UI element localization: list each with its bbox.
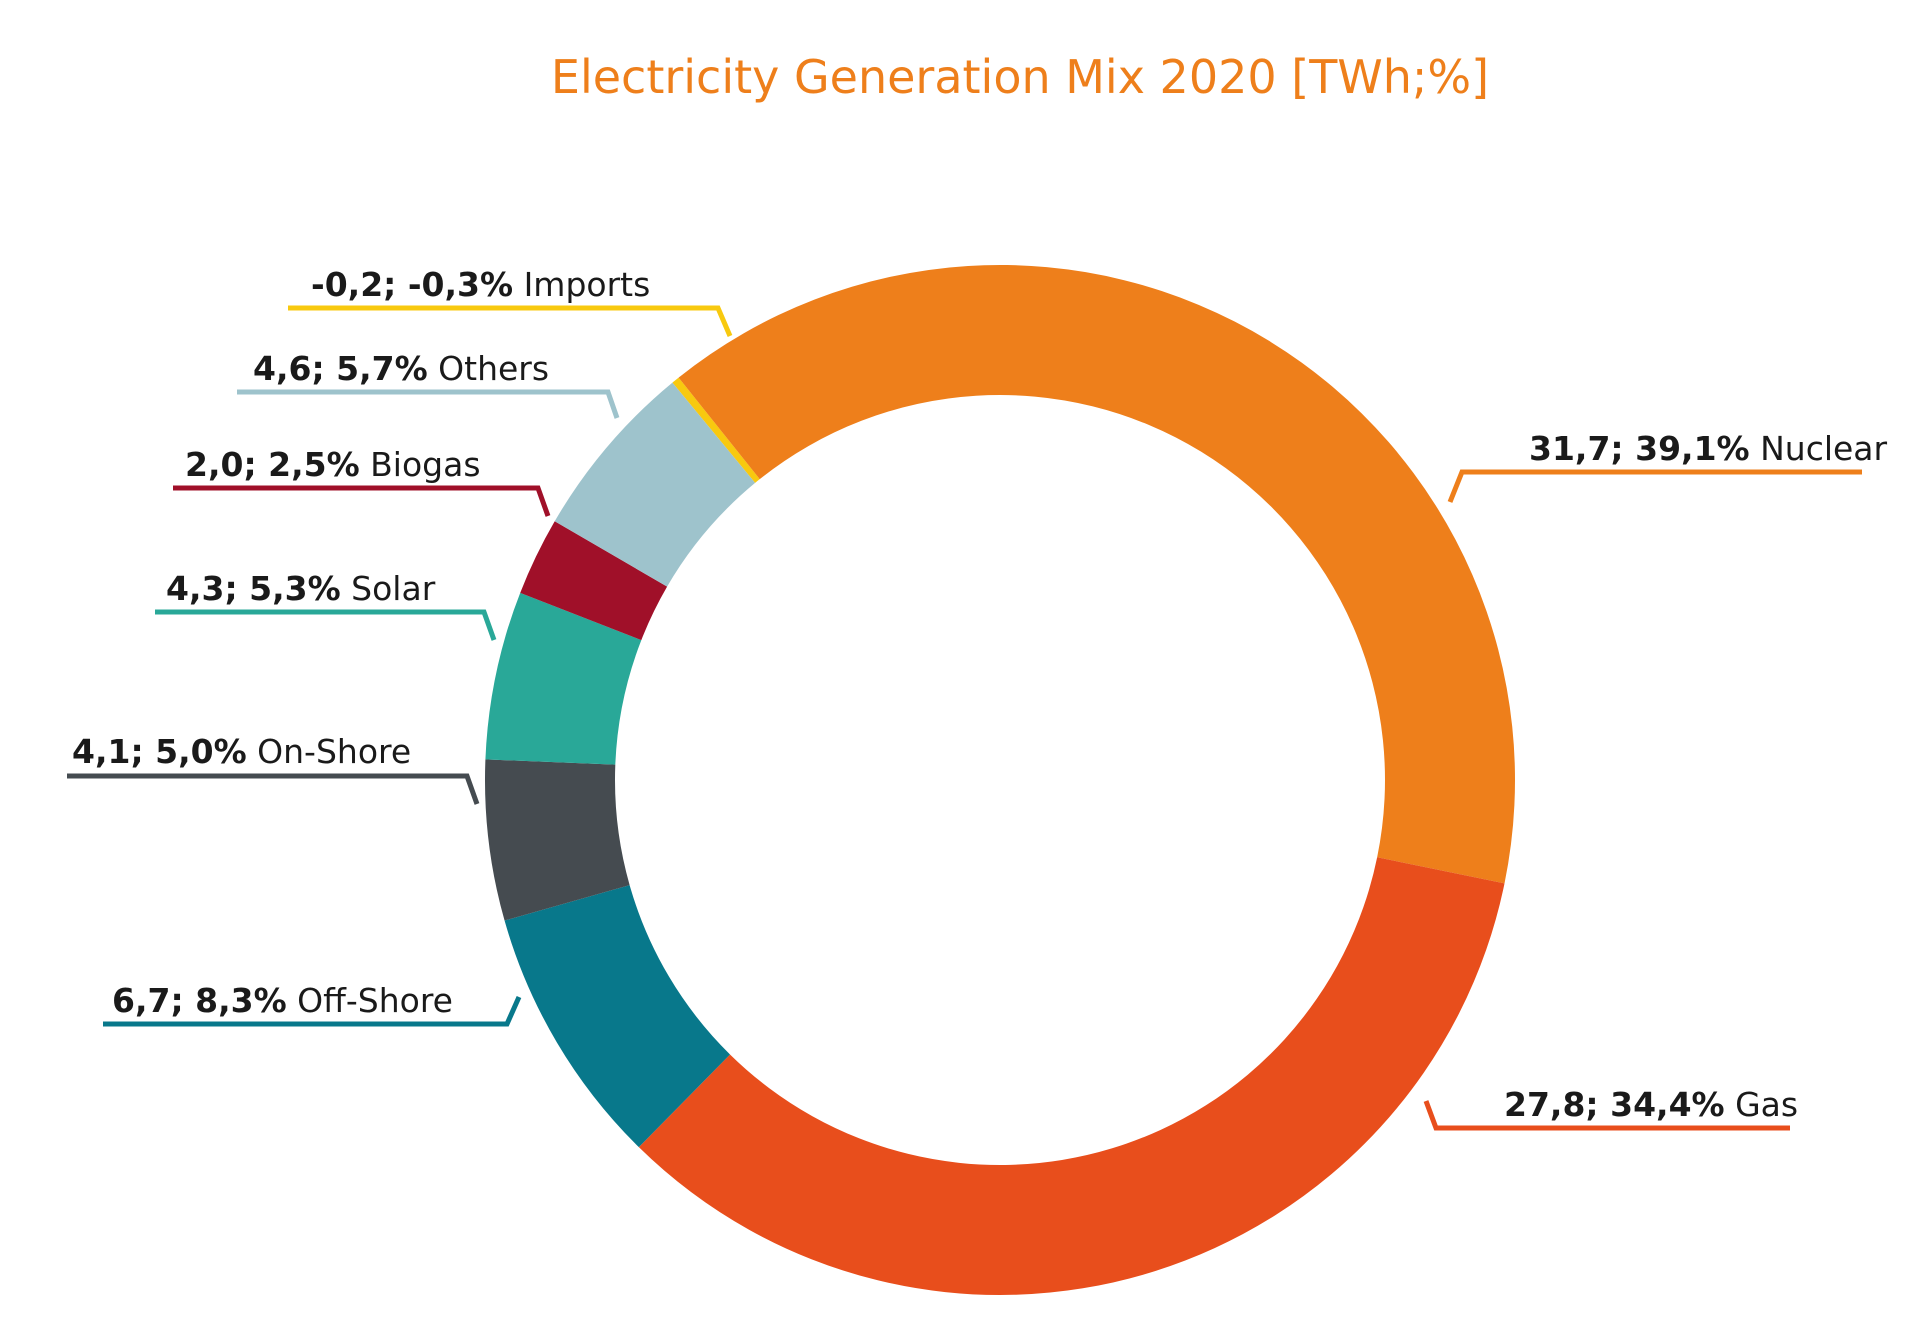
label-value-nuclear: 31,7; 39,1% — [1529, 429, 1750, 468]
label-name-others: Others — [438, 349, 550, 388]
donut-slices — [485, 265, 1515, 1295]
slice-solar — [485, 592, 642, 765]
leader-line-nuclear — [1447, 469, 1862, 503]
label-value-others: 4,6; 5,7% — [253, 349, 428, 388]
slice-imports — [672, 377, 760, 483]
leader-line-offshore — [103, 995, 522, 1027]
slice-nuclear — [678, 265, 1515, 884]
leader-line-biogas — [173, 485, 551, 517]
label-nuclear: 31,7; 39,1% Nuclear — [1529, 432, 1887, 465]
label-value-gas: 27,8; 34,4% — [1504, 1085, 1725, 1124]
label-value-onshore: 4,1; 5,0% — [72, 732, 247, 771]
chart-title: Electricity Generation Mix 2020 [TWh;%] — [550, 50, 1490, 104]
leader-line-others — [237, 389, 620, 419]
leader-line-onshore — [67, 773, 480, 805]
label-offshore: 6,7; 8,3% Off-Shore — [112, 984, 453, 1017]
label-biogas: 2,0; 2,5% Biogas — [185, 448, 481, 481]
slice-offshore — [504, 885, 731, 1148]
label-imports: -0,2; -0,3% Imports — [311, 268, 650, 301]
label-value-solar: 4,3; 5,3% — [166, 569, 341, 608]
label-name-biogas: Biogas — [370, 445, 481, 484]
label-others: 4,6; 5,7% Others — [253, 352, 549, 385]
label-value-offshore: 6,7; 8,3% — [112, 981, 287, 1020]
leader-line-gas — [1423, 1100, 1790, 1131]
slice-biogas — [520, 521, 668, 641]
label-solar: 4,3; 5,3% Solar — [166, 572, 435, 605]
leader-lines — [67, 305, 1862, 1131]
slice-onshore — [485, 759, 630, 921]
label-name-onshore: On-Shore — [257, 732, 412, 771]
label-name-gas: Gas — [1735, 1085, 1799, 1124]
slice-gas — [638, 857, 1505, 1295]
label-gas: 27,8; 34,4% Gas — [1504, 1088, 1798, 1121]
leader-line-solar — [155, 609, 497, 641]
label-name-offshore: Off-Shore — [297, 981, 453, 1020]
slice-others — [554, 382, 756, 587]
label-name-imports: Imports — [523, 265, 651, 304]
label-name-nuclear: Nuclear — [1760, 429, 1888, 468]
label-value-biogas: 2,0; 2,5% — [185, 445, 360, 484]
label-onshore: 4,1; 5,0% On-Shore — [72, 735, 411, 768]
leader-line-imports — [288, 305, 733, 337]
label-name-solar: Solar — [351, 569, 436, 608]
label-value-imports: -0,2; -0,3% — [311, 265, 514, 304]
